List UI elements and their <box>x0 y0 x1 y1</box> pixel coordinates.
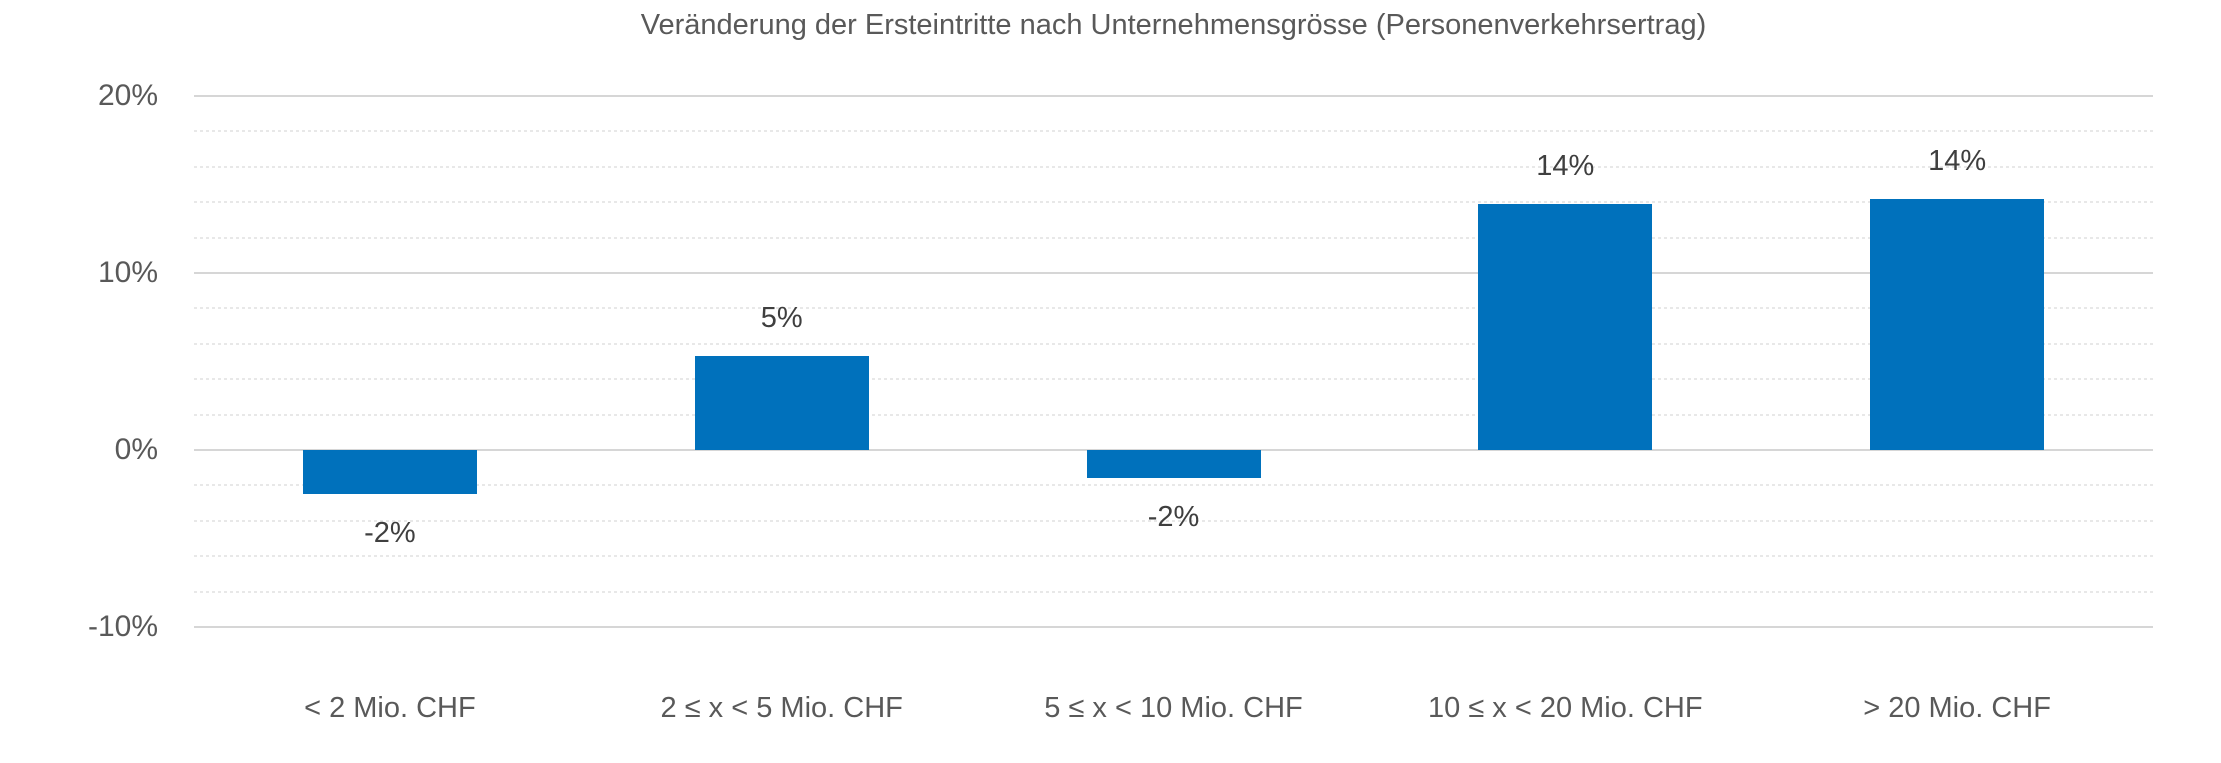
bar-value-label: -2% <box>1147 501 1200 534</box>
y-tick-label: -10% <box>87 610 158 643</box>
gridline-minor <box>194 201 2153 204</box>
gridline-minor <box>194 378 2153 381</box>
gridline-major <box>194 272 2153 274</box>
bar-value-label: 14% <box>1536 149 1595 182</box>
x-category-label: 10 ≤ x < 20 Mio. CHF <box>1428 692 1703 724</box>
gridline-minor <box>194 555 2153 558</box>
y-tick-label: 0% <box>114 433 158 466</box>
bar <box>694 356 869 450</box>
gridline-minor <box>194 342 2153 345</box>
x-category-label: 5 ≤ x < 10 Mio. CHF <box>1044 692 1303 724</box>
y-tick-label: 20% <box>97 79 158 112</box>
chart-title: Veränderung der Ersteintritte nach Unter… <box>640 9 1707 41</box>
gridline-minor <box>194 236 2153 239</box>
gridline-major <box>194 626 2153 628</box>
bar-value-label: 14% <box>1928 144 1987 177</box>
bar-value-label: 5% <box>760 302 803 335</box>
bar <box>1086 450 1261 479</box>
bar <box>302 450 477 495</box>
y-tick-label: 10% <box>97 256 158 289</box>
gridline-minor <box>194 130 2153 133</box>
gridline-minor <box>194 307 2153 310</box>
bar <box>1870 198 2045 450</box>
x-category-label: 2 ≤ x < 5 Mio. CHF <box>660 692 903 724</box>
gridline-minor <box>194 590 2153 593</box>
bar-value-label: -2% <box>364 517 416 550</box>
gridline-minor <box>194 519 2153 522</box>
x-category-label: < 2 Mio. CHF <box>304 692 476 724</box>
gridline-major <box>194 95 2153 97</box>
bar <box>1478 203 1653 450</box>
gridline-minor <box>194 413 2153 416</box>
x-category-label: > 20 Mio. CHF <box>1863 692 2051 724</box>
gridline-minor <box>194 165 2153 168</box>
gridline-minor <box>194 484 2153 487</box>
